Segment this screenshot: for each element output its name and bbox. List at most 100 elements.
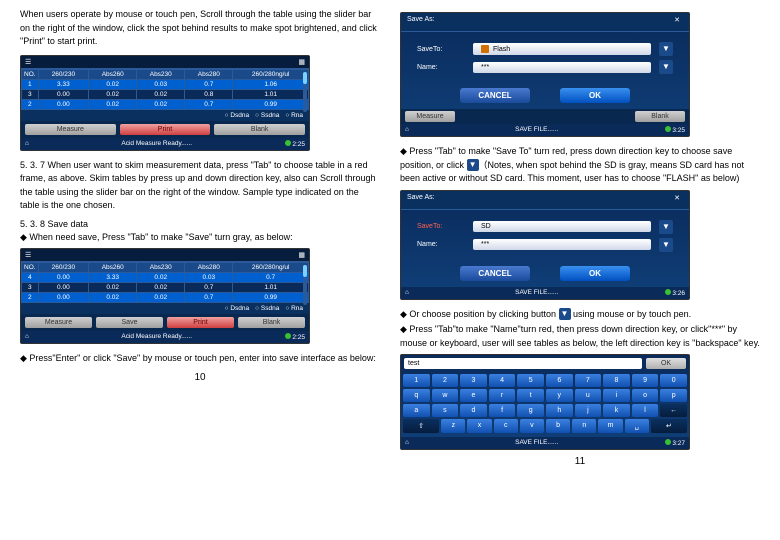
dropdown-icon[interactable]: ▼ — [659, 60, 673, 74]
home-icon[interactable]: ⌂ — [405, 439, 409, 447]
home-icon[interactable]: ⌂ — [25, 140, 29, 148]
table-row[interactable]: 30.000.020.020.81.01 — [22, 89, 309, 99]
save-button[interactable]: Save — [96, 317, 163, 328]
saveto-field[interactable]: SD — [473, 221, 651, 232]
measurement-table-2: NO.260/230Abs260 Abs230Abs280260/280ng/u… — [21, 262, 309, 303]
kbd-key[interactable]: c — [494, 419, 518, 433]
right-column: Save As: ✕ SaveTo: Flash ▼ Name: *** ▼ CA… — [400, 8, 760, 467]
device-screenshot-table1: ☰▦ NO.260/230Abs260 Abs230Abs280260/280n… — [20, 55, 310, 151]
kbd-key[interactable]: v — [520, 419, 544, 433]
close-icon[interactable]: ✕ — [671, 194, 683, 206]
kbd-key[interactable]: 1 — [403, 374, 430, 387]
kbd-key[interactable]: u — [575, 389, 602, 402]
enter-key[interactable]: ↵ — [651, 419, 687, 433]
kbd-key[interactable]: 9 — [632, 374, 659, 387]
print-button[interactable]: Print — [167, 317, 234, 328]
name-field[interactable]: *** — [473, 239, 651, 250]
home-icon[interactable]: ⌂ — [405, 126, 409, 134]
blank-button[interactable]: Blank — [635, 111, 685, 122]
kbd-key[interactable]: r — [489, 389, 516, 402]
kbd-key[interactable]: 8 — [603, 374, 630, 387]
kbd-key[interactable]: y — [546, 389, 573, 402]
kbd-key[interactable]: q — [403, 389, 430, 402]
kbd-key[interactable]: 7 — [575, 374, 602, 387]
cancel-button[interactable]: CANCEL — [460, 88, 530, 103]
radio-rna[interactable]: Rna — [285, 305, 303, 312]
backspace-key[interactable]: ← — [660, 404, 687, 417]
left-column: When users operate by mouse or touch pen… — [20, 8, 380, 467]
flash-icon — [481, 45, 489, 53]
table-row[interactable]: 40.003.330.020.030.7 — [22, 273, 309, 283]
kbd-key[interactable]: h — [546, 404, 573, 417]
kbd-key[interactable]: x — [467, 419, 491, 433]
dialog-title: Save As: — [407, 194, 435, 206]
keyboard-input[interactable]: test — [404, 358, 642, 369]
section-538-title: 5. 3. 8 Save data — [20, 219, 380, 229]
kbd-key[interactable]: k — [603, 404, 630, 417]
saveto-field[interactable]: Flash — [473, 43, 651, 55]
measure-button[interactable]: Measure — [25, 317, 92, 328]
table-row[interactable]: 20.000.020.020.70.99 — [22, 293, 309, 303]
kbd-key[interactable]: 0 — [660, 374, 687, 387]
kbd-key[interactable]: 3 — [460, 374, 487, 387]
kbd-key[interactable]: n — [572, 419, 596, 433]
keyboard-ok-button[interactable]: OK — [646, 358, 686, 369]
kbd-key[interactable]: w — [432, 389, 459, 402]
name-field[interactable]: *** — [473, 62, 651, 73]
bullet-save-gray: ◆ When need save, Press "Tab" to make "S… — [20, 231, 380, 245]
saveto-label: SaveTo: — [417, 223, 465, 230]
radio-rna[interactable]: Rna — [285, 112, 303, 119]
measure-button[interactable]: Measure — [405, 111, 455, 122]
kbd-key[interactable]: a — [403, 404, 430, 417]
para-537: 5. 3. 7 When user want to skim measureme… — [20, 159, 380, 213]
space-key[interactable]: ␣ — [625, 419, 649, 433]
radio-ssdna[interactable]: Ssdna — [255, 112, 279, 119]
kbd-key[interactable]: g — [517, 404, 544, 417]
bullet-enter-save: ◆ Press"Enter" or click "Save" by mouse … — [20, 352, 380, 366]
ok-button[interactable]: OK — [560, 88, 630, 103]
dialog-title: Save As: — [407, 16, 435, 28]
table-scrollbar[interactable] — [303, 265, 307, 305]
close-icon[interactable]: ✕ — [671, 16, 683, 28]
kbd-key[interactable]: z — [441, 419, 465, 433]
kbd-key[interactable]: d — [460, 404, 487, 417]
ok-button[interactable]: OK — [560, 266, 630, 281]
kbd-key[interactable]: i — [603, 389, 630, 402]
para-scroll-print: When users operate by mouse or touch pen… — [20, 8, 380, 49]
home-icon[interactable]: ⌂ — [25, 333, 29, 341]
kbd-key[interactable]: 6 — [546, 374, 573, 387]
kbd-key[interactable]: p — [660, 389, 687, 402]
kbd-key[interactable]: l — [632, 404, 659, 417]
shift-key[interactable]: ⇧ — [403, 419, 439, 433]
table-row[interactable]: 13.330.020.030.71.06 — [22, 79, 309, 89]
kbd-key[interactable]: t — [517, 389, 544, 402]
kbd-key[interactable]: 5 — [517, 374, 544, 387]
name-label: Name: — [417, 64, 465, 71]
dropdown-icon[interactable]: ▼ — [659, 220, 673, 234]
kbd-key[interactable]: b — [546, 419, 570, 433]
blank-button[interactable]: Blank — [214, 124, 305, 135]
dropdown-icon[interactable]: ▼ — [659, 42, 673, 56]
print-button[interactable]: Print — [120, 124, 211, 135]
cancel-button[interactable]: CANCEL — [460, 266, 530, 281]
kbd-key[interactable]: f — [489, 404, 516, 417]
table-row[interactable]: 20.000.020.020.70.99 — [22, 99, 309, 109]
kbd-key[interactable]: e — [460, 389, 487, 402]
measure-button[interactable]: Measure — [25, 124, 116, 135]
page-number-left: 10 — [20, 372, 380, 383]
kbd-key[interactable]: m — [598, 419, 622, 433]
kbd-key[interactable]: s — [432, 404, 459, 417]
kbd-key[interactable]: 2 — [432, 374, 459, 387]
radio-dsdna[interactable]: Dsdna — [225, 305, 250, 312]
kbd-key[interactable]: 4 — [489, 374, 516, 387]
radio-dsdna[interactable]: Dsdna — [225, 112, 250, 119]
dropdown-icon[interactable]: ▼ — [659, 238, 673, 252]
blank-button[interactable]: Blank — [238, 317, 305, 328]
home-icon[interactable]: ⌂ — [405, 289, 409, 297]
table-scrollbar[interactable] — [303, 72, 307, 112]
table-row[interactable]: 30.000.020.020.71.01 — [22, 283, 309, 293]
bullet-choose-position: ◆ Or choose position by clicking button … — [400, 308, 760, 322]
kbd-key[interactable]: j — [575, 404, 602, 417]
radio-ssdna[interactable]: Ssdna — [255, 305, 279, 312]
kbd-key[interactable]: o — [632, 389, 659, 402]
